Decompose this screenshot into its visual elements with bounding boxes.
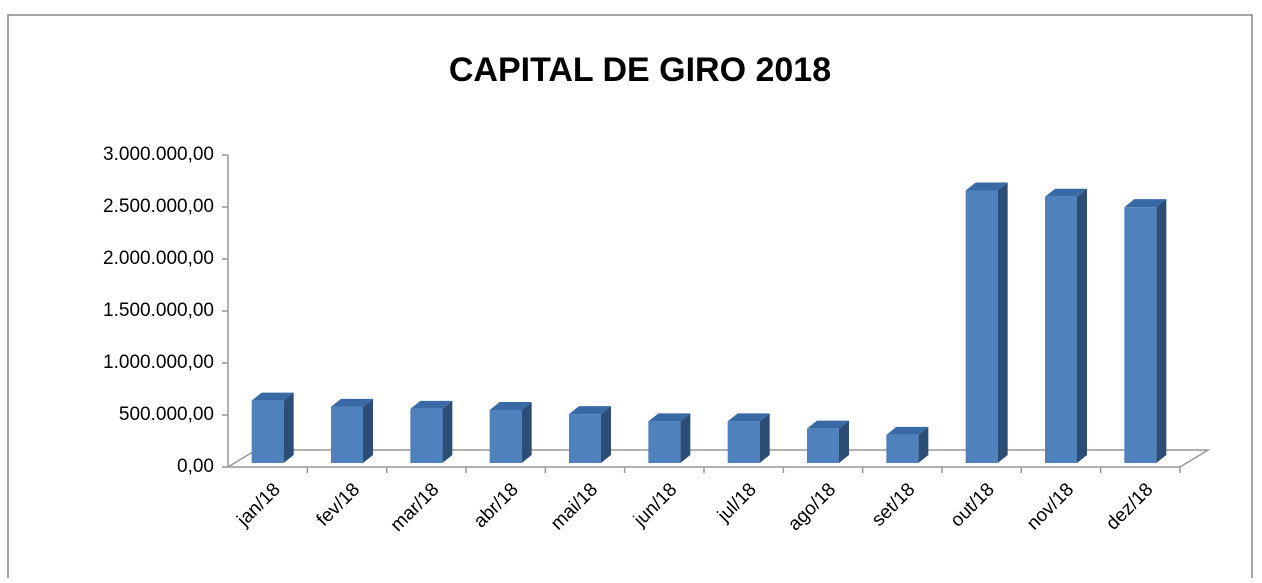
- y-tick-label: 500.000,00: [119, 404, 214, 425]
- bar-top: [807, 420, 849, 429]
- bar-top: [1045, 188, 1087, 197]
- bar: [410, 408, 443, 463]
- bar-top: [489, 401, 532, 410]
- bar-side: [680, 413, 691, 463]
- y-tick-label: 1.000.000,00: [103, 352, 214, 373]
- bar-top: [886, 426, 929, 435]
- y-tick-label: 3.000.000,00: [103, 144, 214, 165]
- bar-side: [283, 392, 294, 463]
- chart-frame: [7, 14, 1253, 583]
- bar-side: [521, 401, 532, 463]
- chart-title: CAPITAL DE GIRO 2018: [449, 51, 831, 89]
- bar-top: [727, 413, 770, 422]
- bar: [489, 409, 522, 463]
- bar-top: [331, 398, 373, 407]
- bar: [807, 428, 839, 463]
- y-tick-label: 2.000.000,00: [103, 248, 214, 269]
- bar-top: [965, 182, 1008, 191]
- bar-top: [251, 392, 294, 401]
- bar-top: [648, 413, 691, 422]
- bar: [1124, 207, 1157, 463]
- bar: [648, 421, 681, 463]
- bar-side: [997, 182, 1008, 463]
- bar: [727, 421, 760, 463]
- bar-top: [410, 400, 453, 409]
- y-tick-label: 0,00: [177, 456, 214, 477]
- bar: [965, 190, 998, 463]
- bar-side: [918, 426, 929, 463]
- bar-side: [759, 413, 770, 463]
- bar-top: [1124, 199, 1167, 208]
- y-tick-label: 1.500.000,00: [103, 300, 214, 321]
- bar-side: [363, 398, 373, 463]
- bar-top: [569, 406, 611, 415]
- bar: [1045, 196, 1077, 463]
- bar: [251, 400, 284, 463]
- bar: [331, 406, 363, 463]
- bar-side: [442, 400, 453, 463]
- bar: [569, 414, 601, 463]
- y-tick-label: 2.500.000,00: [103, 196, 214, 217]
- bar-side: [1077, 188, 1087, 463]
- bar-side: [1156, 199, 1167, 463]
- bar: [886, 434, 919, 463]
- bar-side: [601, 406, 611, 463]
- bar-side: [839, 420, 849, 463]
